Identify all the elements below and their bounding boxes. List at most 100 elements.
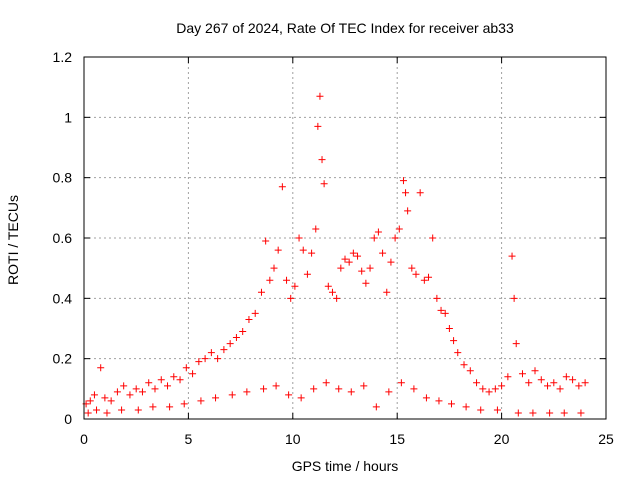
- data-point: [291, 282, 299, 290]
- data-point: [335, 385, 343, 393]
- data-point: [385, 388, 393, 396]
- data-point: [349, 249, 357, 257]
- data-point: [372, 403, 380, 411]
- data-point: [118, 406, 126, 414]
- data-point: [562, 373, 570, 381]
- data-point: [408, 264, 416, 272]
- data-point: [550, 379, 558, 387]
- data-point: [422, 394, 430, 402]
- data-point: [546, 409, 554, 417]
- data-point: [435, 397, 443, 405]
- ticks-layer: 0 5 10 15 20 25 0 0.2 0.4 0.6 0.8 1 1.2: [53, 49, 614, 447]
- y-tick-label: 0.6: [53, 230, 73, 246]
- data-point: [93, 406, 101, 414]
- data-point: [477, 406, 485, 414]
- data-point: [272, 382, 280, 390]
- x-tick-label: 10: [285, 431, 301, 447]
- data-point: [333, 294, 341, 302]
- data-point: [556, 385, 564, 393]
- data-point: [212, 394, 220, 402]
- data-point: [182, 364, 190, 372]
- data-point: [251, 309, 259, 317]
- data-point: [320, 180, 328, 188]
- data-point: [201, 355, 209, 363]
- data-point: [134, 406, 142, 414]
- data-point: [518, 370, 526, 378]
- data-point: [295, 234, 303, 242]
- data-point: [270, 264, 278, 272]
- x-tick-label: 20: [494, 431, 510, 447]
- data-point: [312, 225, 320, 233]
- points-layer: [82, 92, 589, 417]
- data-point: [322, 379, 330, 387]
- data-point: [138, 388, 146, 396]
- x-tick-label: 5: [185, 431, 193, 447]
- data-point: [232, 334, 240, 342]
- data-point: [245, 315, 253, 323]
- data-point: [450, 337, 458, 345]
- data-point: [485, 388, 493, 396]
- data-point: [525, 379, 533, 387]
- data-point: [297, 394, 305, 402]
- data-point: [151, 385, 159, 393]
- data-point: [462, 403, 470, 411]
- data-point: [416, 189, 424, 197]
- data-point: [420, 276, 428, 284]
- data-point: [176, 376, 184, 384]
- data-point: [214, 355, 222, 363]
- data-point: [447, 400, 455, 408]
- data-point: [358, 267, 366, 275]
- data-point: [473, 379, 481, 387]
- data-point: [460, 361, 468, 369]
- data-point: [274, 246, 282, 254]
- x-tick-label: 25: [598, 431, 614, 447]
- y-tick-label: 1: [64, 109, 72, 125]
- data-point: [239, 328, 247, 336]
- data-point: [360, 382, 368, 390]
- data-point: [544, 382, 552, 390]
- data-point: [337, 264, 345, 272]
- data-point: [341, 255, 349, 263]
- data-point: [569, 376, 577, 384]
- data-point: [164, 382, 172, 390]
- data-point: [391, 234, 399, 242]
- x-tick-label: 15: [389, 431, 405, 447]
- data-point: [285, 391, 293, 399]
- data-point: [529, 409, 537, 417]
- x-tick-label: 0: [80, 431, 88, 447]
- data-point: [310, 385, 318, 393]
- data-point: [370, 234, 378, 242]
- data-point: [243, 388, 251, 396]
- data-point: [433, 294, 441, 302]
- data-point: [220, 346, 228, 354]
- data-point: [412, 270, 420, 278]
- data-point: [441, 309, 449, 317]
- data-point: [504, 373, 512, 381]
- y-tick-label: 0: [64, 411, 72, 427]
- data-point: [510, 294, 518, 302]
- data-point: [479, 385, 487, 393]
- data-point: [410, 385, 418, 393]
- data-point: [262, 237, 270, 245]
- data-point: [399, 177, 407, 185]
- y-tick-label: 0.2: [53, 351, 73, 367]
- data-point: [379, 249, 387, 257]
- y-tick-label: 1.2: [53, 49, 73, 65]
- data-point: [180, 400, 188, 408]
- data-point: [103, 409, 111, 417]
- data-point: [560, 409, 568, 417]
- data-point: [404, 207, 412, 215]
- data-point: [402, 189, 410, 197]
- data-point: [266, 276, 274, 284]
- data-point: [345, 258, 353, 266]
- data-point: [314, 122, 322, 130]
- data-point: [299, 246, 307, 254]
- data-point: [283, 276, 291, 284]
- data-point: [347, 388, 355, 396]
- data-point: [537, 376, 545, 384]
- data-point: [113, 388, 121, 396]
- data-point: [257, 288, 265, 296]
- data-point: [383, 288, 391, 296]
